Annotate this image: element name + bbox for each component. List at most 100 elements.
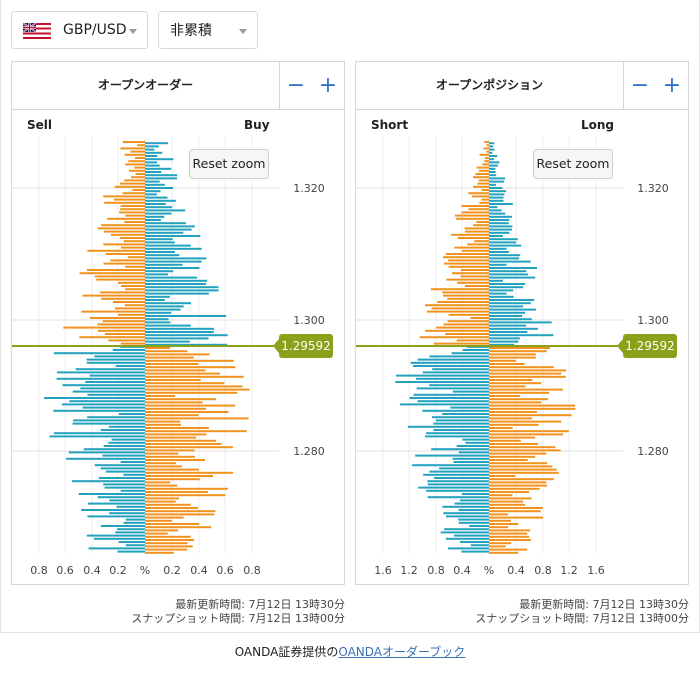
bar-right	[489, 183, 496, 186]
bar-right	[489, 299, 535, 301]
bar-right	[145, 337, 209, 340]
bar-right	[145, 148, 155, 151]
bar-left	[112, 301, 145, 303]
bar-left	[54, 432, 145, 435]
bar-right	[145, 241, 175, 244]
bar-left	[468, 208, 489, 211]
bar-right	[145, 254, 180, 257]
reset-zoom-button[interactable]: Reset zoom	[533, 149, 613, 179]
bar-left	[120, 147, 145, 150]
bar-right	[145, 311, 172, 314]
bar-left	[117, 528, 145, 531]
bar-right	[489, 219, 510, 221]
bar-left	[473, 176, 489, 179]
bar-right	[489, 510, 541, 513]
bar-right	[145, 407, 206, 410]
bar-right	[489, 404, 576, 407]
bar-left	[486, 150, 489, 153]
zoom-out-button[interactable]: −	[630, 73, 650, 98]
bar-right	[145, 523, 200, 525]
bar-left	[451, 352, 489, 355]
bar-left	[433, 342, 489, 345]
bar-right	[489, 407, 576, 410]
bar-left	[119, 182, 145, 185]
bar-right	[489, 276, 536, 279]
bar-left	[407, 425, 489, 428]
price-tick-label: 1.320	[637, 182, 669, 195]
bar-left	[119, 237, 145, 239]
bar-right	[489, 449, 561, 452]
bar-left	[135, 157, 145, 159]
bar-left	[395, 381, 489, 383]
bar-right	[145, 350, 188, 353]
bar-left	[457, 281, 489, 284]
bar-left	[429, 470, 489, 473]
bar-right	[145, 449, 195, 452]
bar-right	[489, 241, 516, 244]
price-tick-label: 1.300	[293, 314, 325, 327]
bar-right	[489, 436, 536, 439]
bar-right	[489, 391, 550, 394]
zoom-in-button[interactable]: +	[318, 73, 338, 98]
bar-left	[445, 333, 489, 335]
bar-right	[145, 158, 174, 161]
bar-right	[489, 318, 532, 321]
bar-left	[465, 441, 489, 444]
mode-select[interactable]: 非累積	[158, 11, 258, 49]
bar-left	[87, 249, 145, 252]
currency-pair-select[interactable]: GBP/USD	[11, 11, 148, 49]
bar-left	[108, 441, 145, 444]
bar-right	[489, 302, 531, 305]
bar-left	[444, 528, 489, 531]
credit-line: OANDA証券提供のOANDAオーダーブック	[0, 643, 700, 660]
position-book-chart[interactable]: 1.6 1.2 0.8 0.4% 0.4 0.8 1.2 1.6 1.320 1.300 1.280…	[0, 0, 700, 600]
panel-title: オープンポジション	[356, 62, 624, 109]
bar-left	[462, 349, 489, 351]
bar-right	[489, 209, 502, 212]
current-price-value: 1.29592	[281, 339, 331, 353]
bar-right	[145, 260, 202, 263]
current-price-value: 1.29592	[625, 339, 675, 353]
bar-right	[145, 513, 215, 516]
bar-right	[145, 385, 243, 388]
bar-left	[439, 467, 489, 470]
bar-left	[451, 233, 489, 236]
bar-right	[489, 548, 528, 551]
bar-right	[145, 215, 165, 218]
bar-right	[489, 151, 493, 154]
bar-right	[145, 475, 213, 477]
bar-left	[108, 425, 145, 428]
bar-right	[489, 350, 547, 353]
bar-right	[145, 363, 199, 365]
bar-right	[145, 347, 171, 349]
bar-left	[443, 262, 489, 265]
snapshot-time: スナップショット時間: 7月12日 13時00分	[131, 612, 345, 625]
zoom-out-button[interactable]: −	[286, 73, 306, 98]
bar-left	[483, 147, 489, 150]
bar-right	[145, 251, 175, 253]
bar-right	[489, 247, 507, 250]
currency-pair-label: GBP/USD	[63, 22, 127, 38]
bar-left	[462, 493, 489, 495]
order-book-link[interactable]: OANDAオーダーブック	[338, 645, 466, 659]
bar-left	[461, 249, 489, 252]
bar-left	[94, 464, 145, 467]
bar-left	[123, 473, 145, 476]
bar-right	[145, 510, 216, 513]
bar-right	[145, 436, 197, 439]
bar-right	[489, 526, 509, 529]
bar-left	[485, 157, 489, 159]
bar-left	[72, 390, 145, 393]
bar-left	[72, 480, 145, 483]
sell-label: Sell	[27, 118, 53, 132]
bar-right	[489, 395, 520, 397]
reset-zoom-button[interactable]: Reset zoom	[189, 149, 269, 179]
bar-left	[454, 534, 489, 537]
order-book-chart[interactable]: 0.8 0.6 0.4 0.2% 0.2 0.4 0.6 0.8 1.320 1.300 1.280…	[0, 0, 700, 600]
zoom-in-button[interactable]: +	[662, 73, 682, 98]
bar-right	[489, 231, 510, 234]
bar-left	[114, 185, 145, 188]
bar-right	[145, 289, 219, 292]
bar-right	[145, 388, 250, 391]
bar-left	[73, 419, 145, 422]
